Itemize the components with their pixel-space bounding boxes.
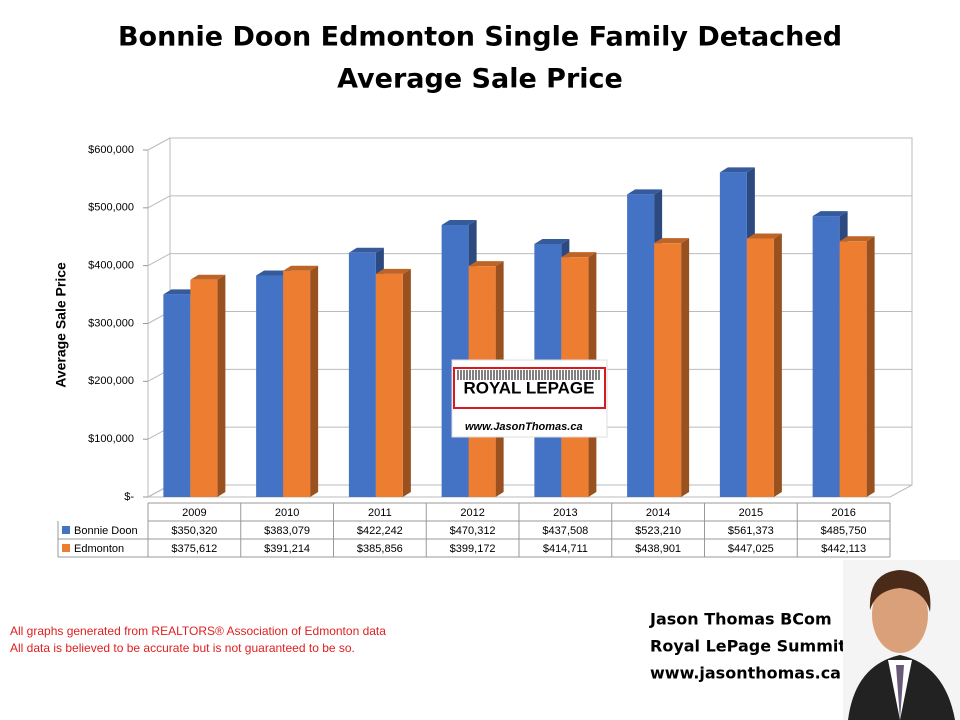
- bar: [163, 294, 191, 497]
- bar-top: [839, 236, 875, 242]
- signature: www.jasonthomas.ca: [650, 664, 841, 683]
- logo: ROYAL LEPAGE www.JasonThomas.ca: [451, 359, 608, 438]
- legend-label: Edmonton: [74, 543, 124, 555]
- portrait-tie: [896, 665, 904, 720]
- legend-swatch: [62, 544, 70, 552]
- bar-top: [654, 238, 690, 244]
- value-label: $399,172: [450, 543, 496, 555]
- bar-side: [310, 265, 319, 497]
- y-tick-label: $-: [124, 491, 134, 503]
- y-tick-label: $100,000: [88, 433, 134, 445]
- bar-top: [719, 167, 755, 173]
- x-tick-label: 2016: [831, 507, 855, 519]
- bar-top: [283, 265, 319, 271]
- value-label: $350,320: [171, 525, 217, 537]
- bar-top: [534, 238, 570, 244]
- note: All data is believed to be accurate but …: [10, 641, 355, 655]
- bar-side: [402, 268, 411, 497]
- bar-top: [812, 211, 848, 217]
- plot-area: $- $100,000 $200,000 $300,000 $400,000 $500,0…: [57, 137, 913, 558]
- chart-title: Bonnie Doon Edmonton Single Family Detac…: [118, 22, 842, 53]
- portrait: [843, 560, 960, 720]
- value-label: $447,025: [728, 543, 774, 555]
- signature: Jason Thomas BCom: [649, 610, 832, 629]
- value-label: $383,079: [264, 525, 310, 537]
- portrait-hair: [869, 570, 931, 612]
- legend-swatch: [62, 526, 70, 534]
- bar: [283, 270, 311, 497]
- bar-top: [627, 189, 663, 195]
- chart-title: Average Sale Price: [337, 64, 623, 95]
- value-label: $375,612: [171, 543, 217, 555]
- note: All graphs generated from REALTORS® Asso…: [10, 624, 386, 638]
- bar: [812, 216, 840, 497]
- bar-top: [348, 247, 384, 253]
- value-label: $561,373: [728, 525, 774, 537]
- y-tick-label: $200,000: [88, 375, 134, 387]
- bar-top: [375, 268, 411, 274]
- grid-diagonal: [147, 137, 171, 151]
- bar-side: [681, 238, 690, 497]
- bar: [654, 243, 682, 497]
- bar-top: [190, 274, 226, 280]
- value-label: $438,901: [635, 543, 681, 555]
- signature: Royal LePage Summit: [650, 637, 846, 656]
- x-tick-label: 2011: [368, 507, 392, 519]
- bar: [348, 252, 376, 497]
- bar: [746, 238, 774, 498]
- x-tick-label: 2014: [646, 507, 670, 519]
- y-tick-label: $300,000: [88, 317, 134, 329]
- bar-top: [746, 233, 782, 239]
- bar-top: [441, 220, 477, 226]
- bar-top: [561, 252, 597, 258]
- value-label: $437,508: [542, 525, 588, 537]
- bar: [375, 273, 403, 497]
- bar: [627, 194, 655, 497]
- x-tick-label: 2009: [182, 507, 206, 519]
- grid-diagonal: [147, 253, 171, 267]
- portrait-face: [872, 577, 928, 653]
- y-axis-label: Average Sale Price: [53, 262, 69, 388]
- x-tick-label: 2010: [275, 507, 299, 519]
- value-label: $442,113: [821, 543, 866, 555]
- value-label: $414,711: [543, 543, 588, 555]
- legend-label: Bonnie Doon: [74, 525, 138, 537]
- value-label: $470,312: [450, 525, 496, 537]
- bar: [719, 172, 747, 497]
- bar-side: [773, 233, 782, 498]
- x-tick-label: 2013: [553, 507, 577, 519]
- logo-stripes: [457, 370, 600, 380]
- bar: [190, 279, 218, 497]
- bar-side: [217, 274, 226, 497]
- value-label: $422,242: [357, 525, 403, 537]
- bar-top: [256, 270, 292, 276]
- x-tick-label: 2015: [739, 507, 763, 519]
- bar: [256, 275, 284, 497]
- x-tick-label: 2012: [460, 507, 484, 519]
- bar-side: [866, 236, 875, 497]
- value-label: $391,214: [264, 543, 310, 555]
- y-tick-label: $500,000: [88, 202, 134, 214]
- value-label: $485,750: [821, 525, 867, 537]
- bar-top: [163, 289, 199, 295]
- logo-brand: ROYAL LEPAGE: [464, 378, 595, 397]
- y-tick-label: $400,000: [88, 260, 134, 272]
- bar: [839, 241, 867, 497]
- value-label: $385,856: [357, 543, 403, 555]
- value-label: $523,210: [635, 525, 681, 537]
- logo-url: www.JasonThomas.ca: [465, 421, 583, 433]
- bar-top: [468, 261, 504, 267]
- y-tick-label: $600,000: [88, 144, 134, 156]
- grid-diagonal: [147, 195, 171, 209]
